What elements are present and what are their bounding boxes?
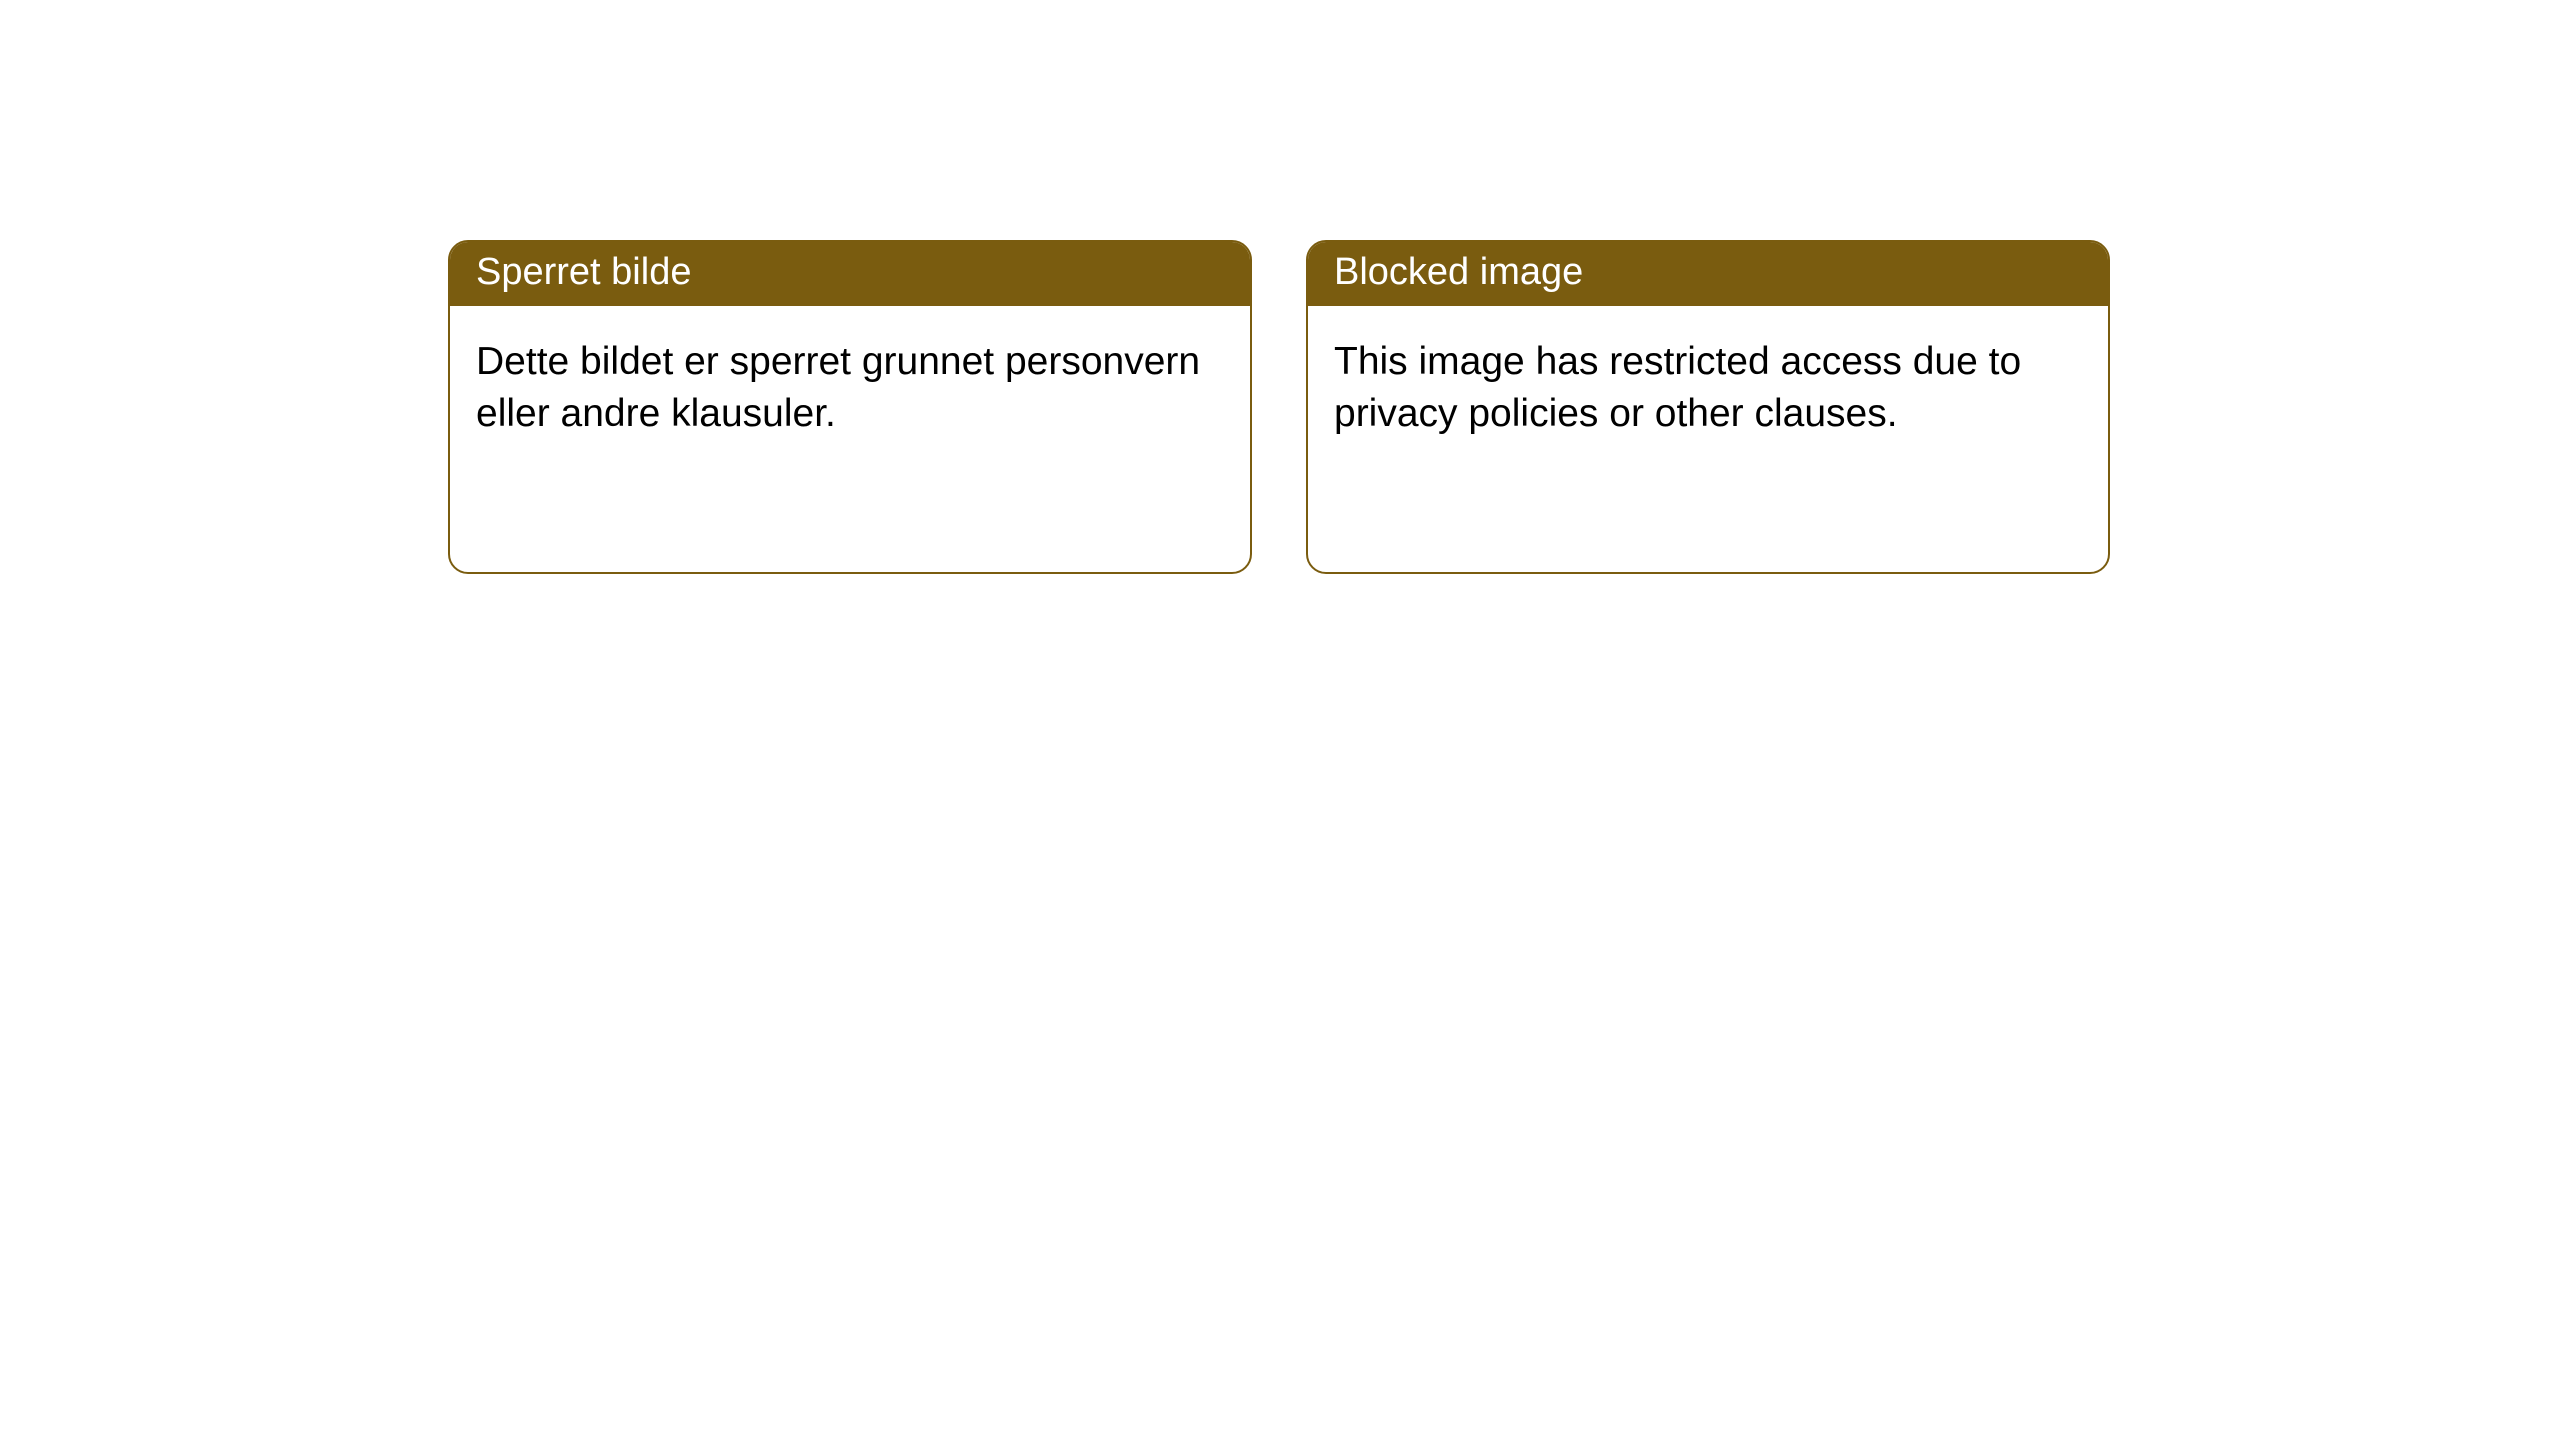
notice-title: Blocked image	[1308, 242, 2108, 306]
notice-body: This image has restricted access due to …	[1308, 306, 2108, 471]
notice-card-norwegian: Sperret bilde Dette bildet er sperret gr…	[448, 240, 1252, 574]
notice-container: Sperret bilde Dette bildet er sperret gr…	[0, 0, 2560, 574]
notice-card-english: Blocked image This image has restricted …	[1306, 240, 2110, 574]
notice-body: Dette bildet er sperret grunnet personve…	[450, 306, 1250, 471]
notice-title: Sperret bilde	[450, 242, 1250, 306]
